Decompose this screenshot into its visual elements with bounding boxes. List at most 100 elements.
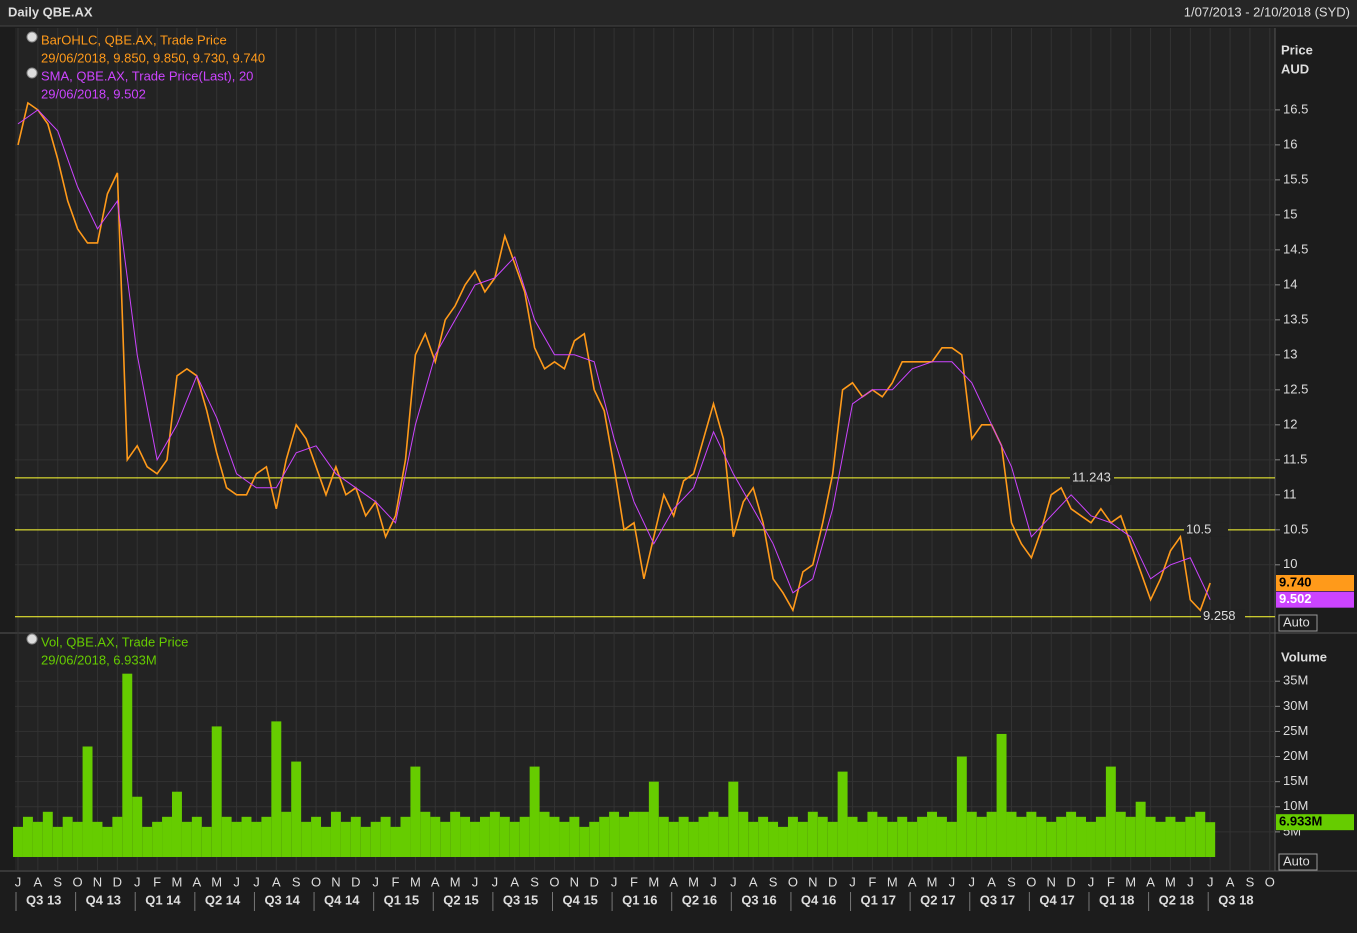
month-label: M xyxy=(172,874,183,889)
volume-bar xyxy=(191,816,202,857)
volume-bar xyxy=(430,816,441,857)
volume-bar xyxy=(797,821,808,857)
price-plot xyxy=(15,28,1275,632)
quarter-label: Q1 14 xyxy=(145,892,181,907)
month-label: A xyxy=(431,874,440,889)
y-tick-label: 10M xyxy=(1283,798,1308,813)
month-label: A xyxy=(34,874,43,889)
volume-bar xyxy=(122,673,133,857)
month-label: A xyxy=(908,874,917,889)
last-value-tag xyxy=(1276,591,1354,608)
month-label: O xyxy=(73,874,83,889)
month-label: J xyxy=(372,874,379,889)
legend-info: 29/06/2018, 9.850, 9.850, 9.730, 9.740 xyxy=(41,50,265,65)
month-label: J xyxy=(253,874,260,889)
volume-bar xyxy=(201,826,212,857)
volume-bar xyxy=(152,821,163,857)
month-label: J xyxy=(15,874,22,889)
legend-icon xyxy=(26,67,38,79)
volume-bar xyxy=(817,816,828,857)
month-label: A xyxy=(1226,874,1235,889)
volume-bar xyxy=(509,821,520,857)
month-label: F xyxy=(1107,874,1115,889)
volume-bar xyxy=(897,816,908,857)
y-tick-label: 14.5 xyxy=(1283,241,1308,256)
volume-bar xyxy=(211,726,222,857)
quarter-label: Q2 14 xyxy=(205,892,241,907)
volume-bar xyxy=(927,811,937,857)
month-label: N xyxy=(808,874,817,889)
volume-bar xyxy=(340,821,351,857)
month-label: M xyxy=(1165,874,1176,889)
quarter-label: Q4 17 xyxy=(1039,892,1074,907)
volume-bar xyxy=(22,816,33,857)
volume-bar xyxy=(82,746,93,857)
volume-bar xyxy=(62,816,73,857)
volume-bar xyxy=(370,821,381,857)
legend-info: 29/06/2018, 6.933M xyxy=(41,652,157,667)
quarter-label: Q3 15 xyxy=(503,892,538,907)
month-label: M xyxy=(648,874,659,889)
level-label-bg xyxy=(1184,522,1228,537)
y-tick-label: 11.5 xyxy=(1283,451,1307,466)
month-label: J xyxy=(1088,874,1095,889)
volume-bar xyxy=(1026,811,1037,857)
last-value-tag xyxy=(1276,814,1354,831)
quarter-label: Q4 16 xyxy=(801,892,836,907)
month-label: S xyxy=(530,874,539,889)
volume-bar xyxy=(768,821,779,857)
month-label: O xyxy=(1265,874,1275,889)
volume-bar xyxy=(499,816,510,857)
y-tick-label: 14 xyxy=(1283,276,1297,291)
volume-bar xyxy=(738,811,749,857)
volume-bar xyxy=(857,821,868,857)
y-tick-label: 15.5 xyxy=(1283,171,1308,186)
volume-bar xyxy=(1076,816,1087,857)
y-axis-title: Price xyxy=(1281,42,1313,57)
price-line xyxy=(17,109,1211,600)
y-tick-label: 11 xyxy=(1283,486,1297,501)
month-label: F xyxy=(630,874,638,889)
month-label: M xyxy=(688,874,699,889)
month-label: N xyxy=(1047,874,1056,889)
month-label: A xyxy=(510,874,519,889)
scale-mode-box xyxy=(1278,614,1318,632)
volume-bar xyxy=(559,821,570,857)
volume-bar xyxy=(1125,816,1136,857)
legend-name: BarOHLC, QBE.AX, Trade Price xyxy=(41,32,227,47)
quarter-label: Q1 16 xyxy=(622,892,657,907)
month-label: N xyxy=(570,874,579,889)
quarter-label: Q3 18 xyxy=(1218,892,1253,907)
last-value-label: 6.933M xyxy=(1279,814,1322,829)
date-range: 1/07/2013 - 2/10/2018 (SYD) xyxy=(1184,4,1350,19)
month-label: A xyxy=(749,874,758,889)
month-label: M xyxy=(410,874,421,889)
y-tick-label: 16.5 xyxy=(1283,101,1308,116)
volume-bar xyxy=(479,816,490,857)
y-axis-unit: AUD xyxy=(1281,61,1309,76)
volume-bar xyxy=(638,811,649,857)
month-label: N xyxy=(93,874,102,889)
volume-bar xyxy=(301,821,312,857)
quarter-label: Q4 13 xyxy=(86,892,121,907)
level-label-bg xyxy=(1201,609,1245,624)
month-label: O xyxy=(788,874,798,889)
month-label: J xyxy=(233,874,240,889)
volume-bar xyxy=(460,816,471,857)
month-label: F xyxy=(392,874,400,889)
month-label: J xyxy=(1187,874,1194,889)
volume-bar xyxy=(330,811,341,857)
month-label: J xyxy=(611,874,618,889)
volume-bar xyxy=(629,811,639,857)
volume-bar xyxy=(718,816,729,857)
y-axis-title: Volume xyxy=(1281,649,1327,664)
volume-bar xyxy=(92,821,103,857)
month-label: S xyxy=(1007,874,1016,889)
quarter-label: Q2 17 xyxy=(920,892,955,907)
month-label: J xyxy=(730,874,737,889)
quarter-label: Q1 18 xyxy=(1099,892,1134,907)
volume-bar xyxy=(519,816,530,857)
y-tick-label: 35M xyxy=(1283,673,1308,688)
volume-bar xyxy=(688,821,699,857)
volume-bar xyxy=(678,816,689,857)
